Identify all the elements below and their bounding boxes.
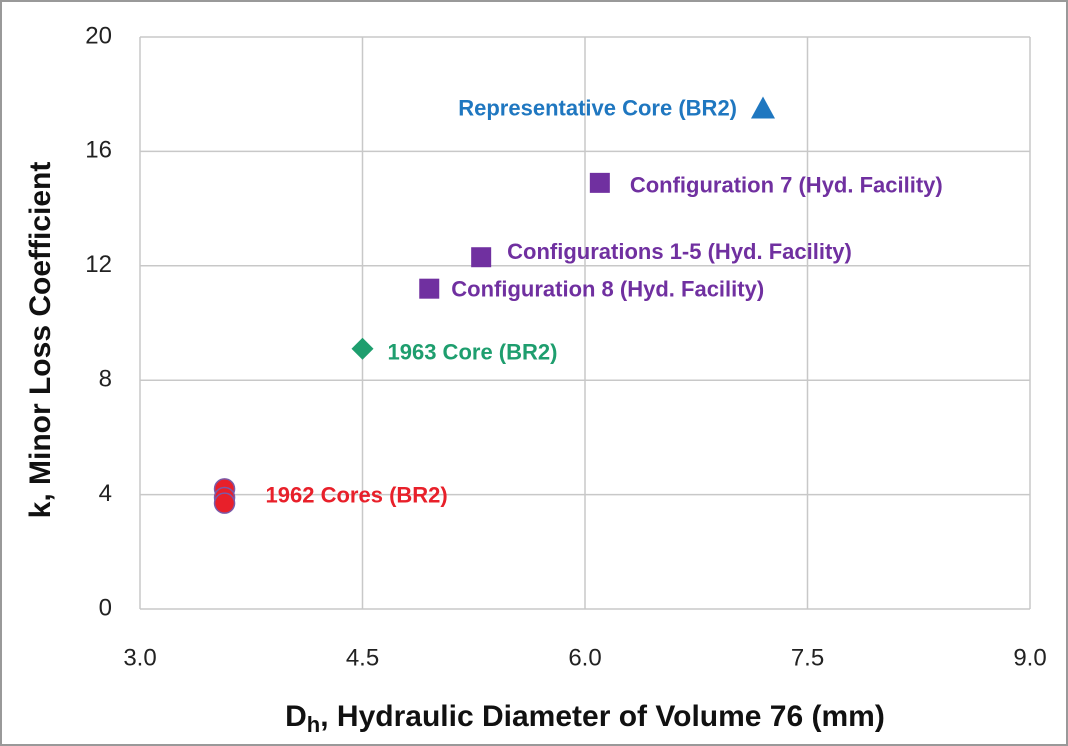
y-tick-label: 8 [99,366,112,393]
point-label: 1963 Core (BR2) [388,340,558,365]
point-label: Configurations 1-5 (Hyd. Facility) [507,239,852,264]
x-tick-label: 7.5 [791,644,824,671]
point-label: Configuration 7 (Hyd. Facility) [630,173,943,198]
point-label: Configuration 8 (Hyd. Facility) [451,276,764,301]
x-tick-label: 3.0 [123,644,156,671]
data-point [471,247,492,268]
y-tick-label: 0 [99,594,112,621]
data-point [351,337,374,360]
y-tick-label: 4 [99,480,112,507]
x-tick-label: 4.5 [346,644,379,671]
y-tick-label: 12 [85,251,112,278]
x-tick-label: 9.0 [1013,644,1046,671]
x-axis-title-rest: , Hydraulic Diameter of Volume 76 (mm) [320,700,885,733]
data-point [589,172,610,193]
data-point [213,492,236,514]
x-axis-title-sub: h [307,712,320,737]
y-tick-label: 20 [85,22,112,49]
point-label: Representative Core (BR2) [458,95,737,120]
data-point [419,278,440,299]
y-tick-label: 16 [85,137,112,164]
point-label: 1962 Cores (BR2) [266,482,448,507]
x-axis-title: Dh, Hydraulic Diameter of Volume 76 (mm) [285,700,885,737]
y-axis-title: k, Minor Loss Coefficient [24,162,57,519]
x-axis-title-main: D [285,700,307,733]
data-point [751,96,775,119]
x-tick-label: 6.0 [568,644,601,671]
